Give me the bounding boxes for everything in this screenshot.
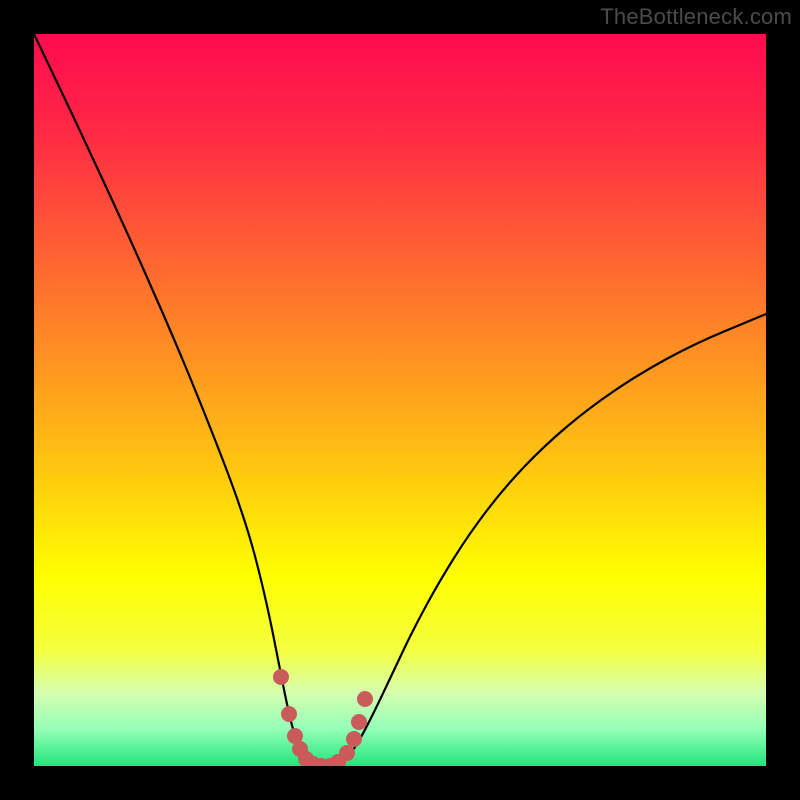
- curve-dot: [346, 731, 362, 747]
- plot-area: [34, 34, 766, 766]
- curve-dot: [351, 714, 367, 730]
- curve-dot: [281, 706, 297, 722]
- curve-dot: [357, 691, 373, 707]
- plot-svg: [34, 34, 766, 766]
- curve-dot: [273, 669, 289, 685]
- watermark-text: TheBottleneck.com: [600, 4, 792, 30]
- chart-container: TheBottleneck.com: [0, 0, 800, 800]
- curve-dot: [339, 745, 355, 761]
